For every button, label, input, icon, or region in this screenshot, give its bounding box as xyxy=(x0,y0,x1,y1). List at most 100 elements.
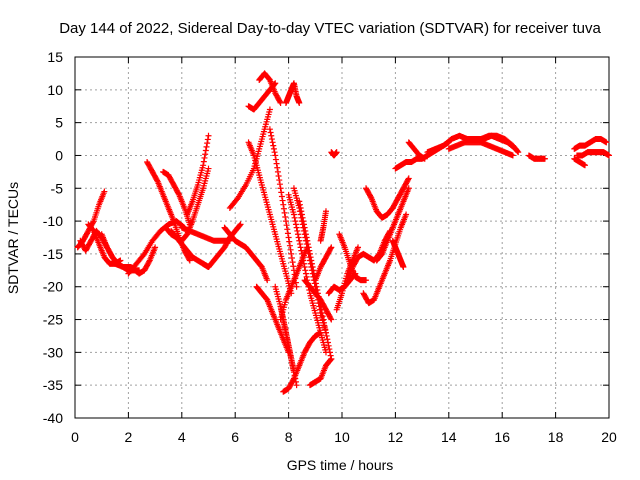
data-point xyxy=(405,185,412,192)
series-track-12 xyxy=(200,221,244,271)
data-point xyxy=(204,140,211,147)
data-point xyxy=(310,267,317,274)
x-tick-label: 0 xyxy=(71,429,79,445)
data-point xyxy=(296,201,303,208)
series-track-49 xyxy=(571,155,588,169)
data-point xyxy=(298,247,305,254)
data-point xyxy=(581,162,588,169)
y-tick-label: -5 xyxy=(51,180,64,196)
data-point xyxy=(300,260,307,267)
data-point xyxy=(154,177,161,184)
data-point xyxy=(405,176,412,183)
data-point xyxy=(90,219,97,226)
y-tick-label: 10 xyxy=(47,82,63,98)
data-point xyxy=(290,376,297,383)
data-point xyxy=(313,283,320,290)
data-point xyxy=(290,211,297,218)
series-track-47 xyxy=(571,136,610,152)
data-point xyxy=(280,205,287,212)
data-point xyxy=(226,237,233,244)
x-tick-label: 20 xyxy=(601,429,617,445)
data-point xyxy=(541,155,548,162)
data-point xyxy=(204,136,211,143)
data-point xyxy=(278,189,285,196)
series-track-20 xyxy=(266,126,300,290)
data-point xyxy=(363,277,370,284)
series-track-16 xyxy=(245,139,295,297)
data-point xyxy=(295,234,302,241)
series-track-38 xyxy=(363,175,412,221)
series-track-19 xyxy=(256,70,284,106)
data-point xyxy=(294,231,301,238)
series-track-44 xyxy=(445,139,516,159)
data-point xyxy=(302,267,309,274)
data-point xyxy=(286,242,293,249)
data-point xyxy=(268,136,275,143)
data-point xyxy=(278,193,285,200)
data-point xyxy=(328,316,335,323)
data-point xyxy=(324,336,331,343)
data-point xyxy=(277,99,284,106)
series-track-39 xyxy=(373,185,412,264)
series-track-06 xyxy=(125,218,188,277)
data-point xyxy=(289,259,296,266)
data-point xyxy=(306,250,313,257)
data-point xyxy=(270,145,277,152)
plot-frame xyxy=(74,56,610,419)
data-point xyxy=(298,211,305,218)
data-point xyxy=(276,98,283,105)
series-track-24 xyxy=(280,329,324,395)
data-point xyxy=(322,329,329,336)
data-point xyxy=(288,255,295,262)
series-track-15 xyxy=(226,106,273,211)
data-point xyxy=(288,250,295,257)
data-point xyxy=(320,316,327,323)
y-tick-label: -40 xyxy=(43,410,63,426)
data-point xyxy=(509,152,516,159)
data-point xyxy=(186,257,193,264)
data-point xyxy=(405,175,412,182)
data-point xyxy=(403,211,410,218)
x-axis-label: GPS time / hours xyxy=(287,457,394,473)
data-point xyxy=(308,257,315,264)
data-point xyxy=(333,149,340,156)
data-point xyxy=(307,254,314,261)
data-point xyxy=(297,204,304,211)
data-point xyxy=(268,132,275,139)
data-point xyxy=(276,177,283,184)
data-point xyxy=(201,154,208,161)
y-tick-label: 0 xyxy=(55,147,63,163)
series-track-26 xyxy=(285,191,329,356)
data-point xyxy=(293,224,300,231)
data-point xyxy=(202,151,209,158)
data-point xyxy=(301,264,308,271)
x-tick-label: 16 xyxy=(494,429,510,445)
data-point xyxy=(272,152,279,159)
data-point xyxy=(319,313,326,320)
data-point xyxy=(296,198,303,205)
data-point xyxy=(266,126,273,133)
data-point xyxy=(275,172,282,179)
data-point xyxy=(322,326,329,333)
data-point xyxy=(279,197,286,204)
data-point xyxy=(291,214,298,221)
y-tick-label: -35 xyxy=(43,377,63,393)
data-marks xyxy=(74,70,612,395)
data-point xyxy=(309,264,316,271)
y-tick-label: -25 xyxy=(43,312,63,328)
data-point xyxy=(200,158,207,165)
data-point xyxy=(292,221,299,228)
data-point xyxy=(270,142,277,149)
data-point xyxy=(282,213,289,220)
data-point xyxy=(304,241,311,248)
data-point xyxy=(515,149,522,156)
series-track-46 xyxy=(525,152,548,162)
y-tick-label: 15 xyxy=(47,49,63,65)
data-point xyxy=(281,209,288,216)
data-point xyxy=(186,256,193,263)
data-point xyxy=(327,245,334,252)
data-point xyxy=(320,319,327,326)
series-track-13 xyxy=(178,224,233,244)
data-point xyxy=(272,156,279,163)
